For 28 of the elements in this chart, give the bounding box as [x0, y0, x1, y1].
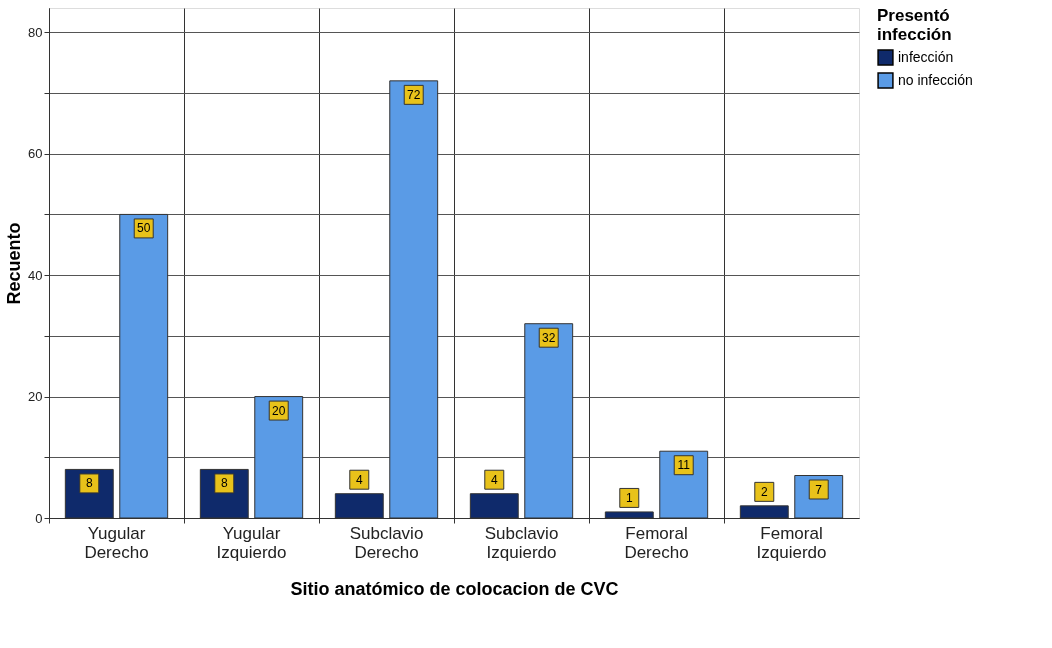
data-label: 50 [137, 221, 151, 236]
data-label: 8 [85, 476, 93, 491]
y-tick-label: 80 [28, 24, 43, 40]
data-label: 4 [355, 472, 363, 487]
x-tick-label: Yugular Izquierdo [216, 523, 287, 562]
y-tick-label: 20 [28, 389, 43, 405]
y-tick-label: 0 [35, 510, 43, 526]
x-tick-label: Yugular Derecho [84, 523, 149, 562]
legend-label: no infección [898, 71, 973, 88]
legend-title: Presentó infección [877, 6, 952, 44]
x-tick-label: Subclavio Derecho [349, 523, 424, 562]
data-label: 2 [760, 484, 768, 499]
data-label: 32 [542, 330, 556, 345]
y-tick-label: 60 [28, 146, 43, 162]
data-label: 1 [625, 490, 633, 505]
x-tick-label: Femoral Izquierdo [756, 523, 827, 562]
data-label: 20 [272, 403, 286, 418]
data-label: 8 [220, 476, 228, 491]
x-tick-label: Subclavio Izquierdo [484, 523, 559, 562]
x-tick-label: Femoral Derecho [624, 523, 689, 562]
y-axis-title: Recuento [4, 222, 25, 305]
data-label: 72 [407, 87, 421, 102]
data-label: 7 [815, 482, 823, 497]
y-tick-label: 40 [28, 267, 43, 283]
data-label: 11 [677, 458, 691, 473]
legend-label: infección [898, 48, 954, 65]
data-label: 4 [490, 472, 498, 487]
x-axis-title: Sitio anatómico de colocacion de CVC [290, 578, 619, 599]
